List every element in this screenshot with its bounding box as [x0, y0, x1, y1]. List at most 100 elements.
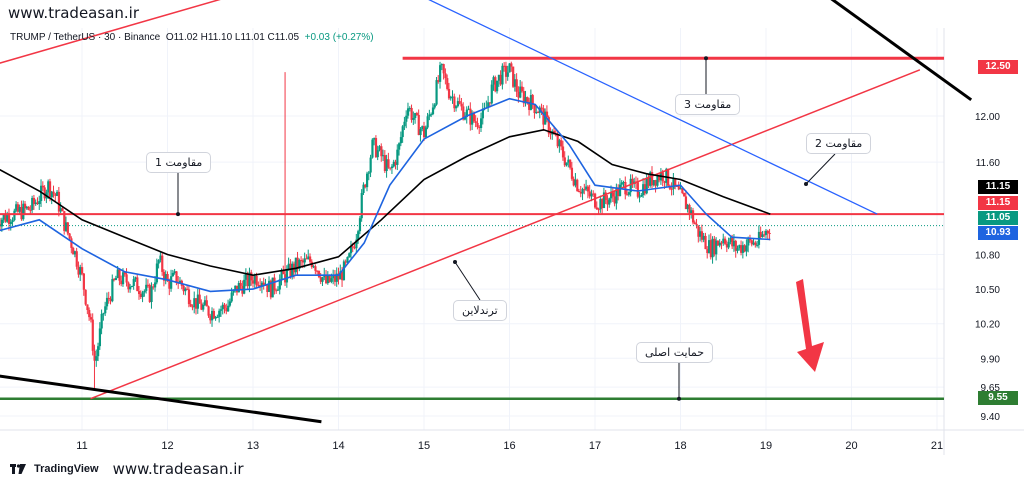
candle-body [394, 161, 397, 165]
candle-body [478, 126, 481, 129]
candle-body [81, 267, 84, 274]
candle-body [756, 244, 759, 246]
resistance1-label[interactable]: مقاومت 1 [146, 152, 212, 173]
candle-body [125, 274, 128, 283]
candle-body [107, 297, 110, 299]
candle-body [75, 251, 78, 267]
candle-body [684, 196, 688, 210]
price-tag-ema: 10.93 [978, 226, 1018, 240]
candle-body [248, 272, 251, 287]
candle-body [259, 285, 262, 287]
candle-body [697, 225, 700, 237]
symbol-name[interactable]: TRUMP / TetherUS · 30 · Binance [10, 32, 161, 43]
candle-body [287, 263, 290, 270]
candle-body [722, 238, 725, 243]
trendline-anchor [453, 260, 457, 264]
candle-body [389, 167, 392, 169]
candle-body [743, 245, 746, 252]
resistance3-label[interactable]: مقاومت 3 [675, 94, 741, 115]
candle-body [766, 230, 769, 233]
candle-body [704, 235, 707, 250]
candle-body [332, 274, 335, 279]
candle-body [333, 274, 337, 282]
candle-body [360, 192, 363, 219]
candle-body [549, 133, 552, 135]
candle-body [349, 246, 353, 254]
candle-body [95, 356, 98, 361]
candle-body [63, 211, 66, 231]
candle-body [357, 231, 360, 240]
candle-body [627, 192, 631, 195]
candle-body [398, 143, 401, 150]
candle-body [164, 274, 167, 281]
candle-body [303, 258, 306, 263]
candle-body [383, 155, 387, 172]
candle-body [79, 267, 82, 275]
candle-body [752, 242, 755, 245]
candle-body [196, 294, 199, 309]
candle-body [446, 78, 449, 89]
candle-body [294, 257, 297, 273]
candle-body [656, 176, 659, 186]
candle-body [608, 198, 611, 205]
candle-body [84, 289, 87, 305]
price-change: +0.03 (+0.27%) [304, 32, 374, 43]
candle-body [463, 116, 467, 120]
candle-body [187, 289, 191, 305]
candle-body [431, 107, 435, 115]
candle-body [73, 251, 77, 255]
candle-body [640, 194, 643, 197]
main-support-label[interactable]: حمایت اصلی [636, 342, 714, 363]
candle-body [129, 286, 132, 290]
candle-body [606, 200, 609, 205]
candle-body [232, 289, 235, 293]
candle-body [166, 274, 169, 282]
resistance2-connector [805, 153, 836, 185]
candle-body [301, 260, 305, 263]
candle-body [531, 95, 534, 105]
candle-body [70, 238, 73, 248]
candle-body [195, 298, 198, 309]
candle-body [487, 102, 490, 108]
candle-body [497, 74, 501, 81]
price-tag-last: 11.05 [978, 211, 1018, 225]
candle-body [406, 108, 410, 116]
candle-body [569, 159, 572, 168]
ema-line [0, 97, 771, 293]
candle-body [674, 178, 677, 186]
candle-body [620, 182, 623, 185]
drawings-layer [0, 0, 973, 424]
candle-body [610, 192, 613, 199]
candle-body [581, 189, 584, 194]
candle-body [465, 109, 468, 117]
candle-body [145, 284, 148, 291]
resistance3-anchor [704, 56, 708, 61]
candle-body [496, 80, 499, 92]
candle-body [424, 127, 427, 138]
candle-body [358, 218, 362, 232]
candle-body [686, 204, 689, 210]
candle-body [43, 187, 46, 199]
candle-body [469, 108, 472, 125]
candle-body [747, 238, 750, 246]
x-tick-label: 21 [931, 440, 943, 452]
resistance2-label[interactable]: مقاومت 2 [806, 133, 872, 154]
candle-body [417, 114, 420, 136]
candle-body [48, 181, 52, 198]
candle-body [700, 231, 704, 240]
candle-body [255, 275, 258, 286]
candle-body [319, 277, 322, 282]
candle-body [488, 102, 492, 104]
candle-body [430, 114, 433, 116]
black-channel-bottom [0, 374, 322, 424]
candle-body [738, 245, 741, 249]
candle-body [681, 188, 684, 194]
candle-body [91, 319, 94, 351]
candle-body [225, 307, 228, 312]
candle-body [366, 173, 369, 188]
trendline-label[interactable]: ترندلاین [453, 300, 507, 321]
candle-body [246, 273, 249, 287]
candlestick-series [0, 61, 771, 391]
tradingview-brand[interactable]: TradingView [34, 463, 99, 475]
